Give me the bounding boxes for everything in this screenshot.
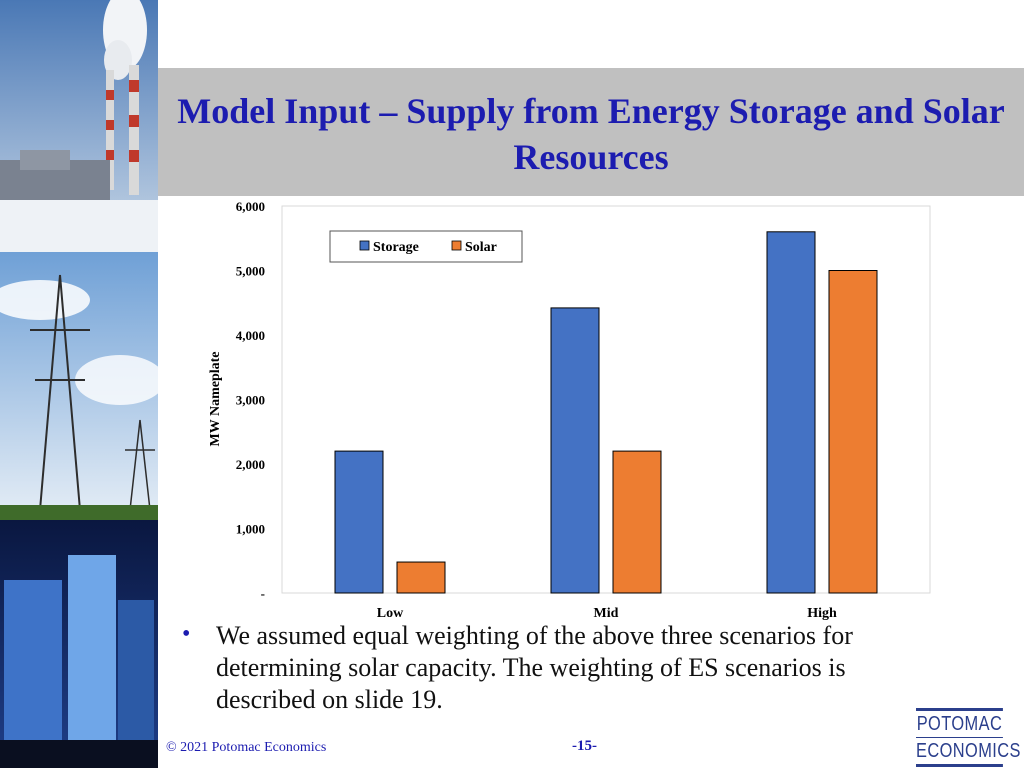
transmission-towers-photo bbox=[0, 252, 158, 520]
slide-title: Model Input – Supply from Energy Storage… bbox=[177, 91, 1005, 177]
y-tick-label: - bbox=[261, 586, 265, 601]
y-tick-label: 3,000 bbox=[236, 393, 265, 408]
bar-solar-high bbox=[828, 270, 878, 594]
x-tick-label: Low bbox=[377, 606, 404, 621]
bar-solar-low bbox=[396, 561, 446, 594]
bar-storage-high bbox=[766, 231, 816, 594]
y-axis: - 1,000 2,000 3,000 4,000 5,000 6,000 bbox=[236, 199, 265, 601]
footer-copyright: © 2021 Potomac Economics bbox=[166, 740, 327, 755]
decorative-photo-strip bbox=[0, 0, 158, 768]
page-number: -15- bbox=[572, 738, 597, 754]
y-tick-label: 1,000 bbox=[236, 522, 265, 537]
legend-label-storage: Storage bbox=[373, 240, 419, 255]
city-night-photo bbox=[0, 520, 158, 768]
bar-storage-mid bbox=[550, 307, 600, 594]
x-tick-label: Mid bbox=[594, 606, 619, 621]
bar-storage-low bbox=[334, 450, 384, 594]
bar-chart: - 1,000 2,000 3,000 4,000 5,000 6,000 Low Mid Hi… bbox=[208, 199, 931, 621]
title-band bbox=[158, 68, 1024, 196]
bullet-marker: • bbox=[182, 621, 191, 647]
x-tick-label: High bbox=[807, 606, 837, 621]
bar-solar-mid bbox=[612, 450, 662, 594]
legend-label-solar: Solar bbox=[465, 240, 497, 255]
logo-line2: ECONOMICS bbox=[916, 738, 1020, 767]
bars bbox=[334, 231, 878, 594]
x-axis: Low Mid High bbox=[377, 606, 837, 621]
photo-collage bbox=[0, 0, 158, 768]
plot-area bbox=[281, 205, 931, 594]
y-tick-label: 6,000 bbox=[236, 199, 265, 214]
potomac-economics-logo: POTOMAC ECONOMICS bbox=[916, 708, 1020, 767]
power-plant-photo bbox=[0, 0, 158, 252]
y-axis-label: MW Nameplate bbox=[208, 352, 223, 447]
y-tick-label: 2,000 bbox=[236, 457, 265, 472]
legend-swatch-storage bbox=[359, 240, 370, 251]
bullet-item: We assumed equal weighting of the above … bbox=[216, 621, 853, 714]
legend: Storage Solar bbox=[329, 230, 523, 263]
y-tick-label: 4,000 bbox=[236, 328, 265, 343]
logo-line1: POTOMAC bbox=[916, 708, 1003, 738]
legend-swatch-solar bbox=[451, 240, 462, 251]
y-tick-label: 5,000 bbox=[236, 264, 265, 279]
